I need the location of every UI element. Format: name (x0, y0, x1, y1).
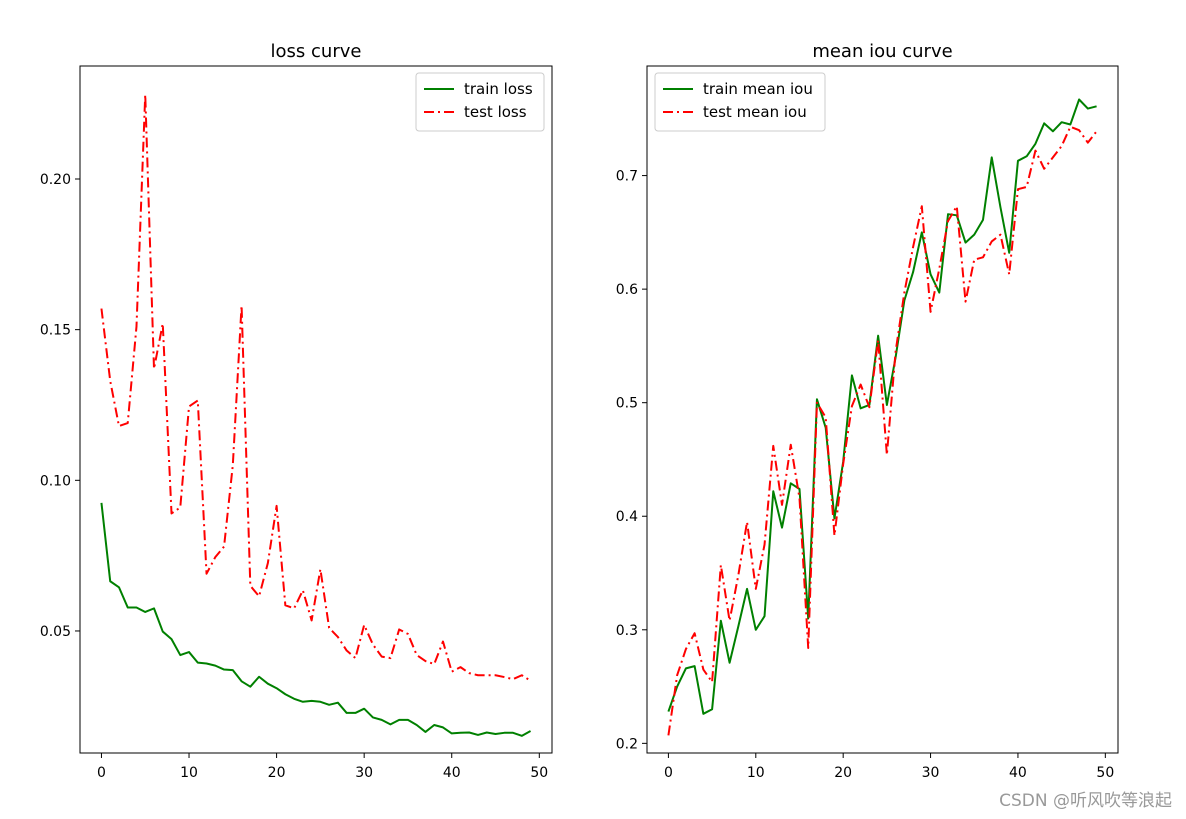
loss-curve-chart: loss curve 0 10 20 30 40 50 0.05 0.10 0.15 0.20 tra… (40, 41, 553, 781)
series-line-train-mean-iou (667, 98, 1097, 715)
legend-label: train loss (464, 80, 533, 98)
mean-iou-curve-chart: mean iou curve 0 10 20 30 40 50 0.2 0.3 0.4 0.5 0.6… (616, 41, 1119, 781)
y-tick-label: 0.2 (616, 736, 638, 752)
x-tick-label: 20 (268, 765, 286, 781)
watermark: CSDN @听风吹等浪起 (999, 791, 1172, 811)
x-tick-label: 50 (530, 765, 548, 781)
x-tick-label: 50 (1096, 765, 1114, 781)
legend: train loss test loss (415, 72, 545, 132)
y-tick-label: 0.05 (40, 624, 71, 640)
y-tick-label: 0.4 (616, 509, 638, 525)
x-tick-label: 30 (355, 765, 373, 781)
legend-label: test loss (464, 103, 527, 121)
legend-box (654, 72, 826, 132)
x-tick-label: 10 (747, 765, 765, 781)
x-tick-label: 40 (1009, 765, 1027, 781)
x-tick-label: 30 (922, 765, 940, 781)
x-tick-label: 20 (834, 765, 852, 781)
x-tick-label: 40 (443, 765, 461, 781)
y-tick-label: 0.15 (40, 323, 71, 339)
series-line-test-mean-iou (667, 125, 1098, 736)
x-tick-label: 0 (97, 765, 106, 781)
plot-frame (646, 65, 1119, 754)
y-tick-label: 0.7 (616, 169, 638, 185)
x-tick-label: 10 (180, 765, 198, 781)
series-line-test-loss (100, 93, 532, 682)
legend-box (415, 72, 545, 132)
y-tick-label: 0.6 (616, 282, 638, 298)
x-tick-label: 0 (664, 765, 673, 781)
series-line-train-loss (100, 502, 532, 737)
chart-title: mean iou curve (812, 41, 952, 62)
plot-frame (79, 65, 553, 754)
y-tick-label: 0.20 (40, 172, 71, 188)
y-tick-label: 0.3 (616, 623, 638, 639)
chart-title: loss curve (271, 41, 362, 62)
y-tick-label: 0.5 (616, 396, 638, 412)
y-tick-label: 0.10 (40, 473, 71, 489)
legend: train mean iou test mean iou (654, 72, 826, 132)
legend-label: test mean iou (703, 103, 807, 121)
legend-label: train mean iou (703, 80, 813, 98)
